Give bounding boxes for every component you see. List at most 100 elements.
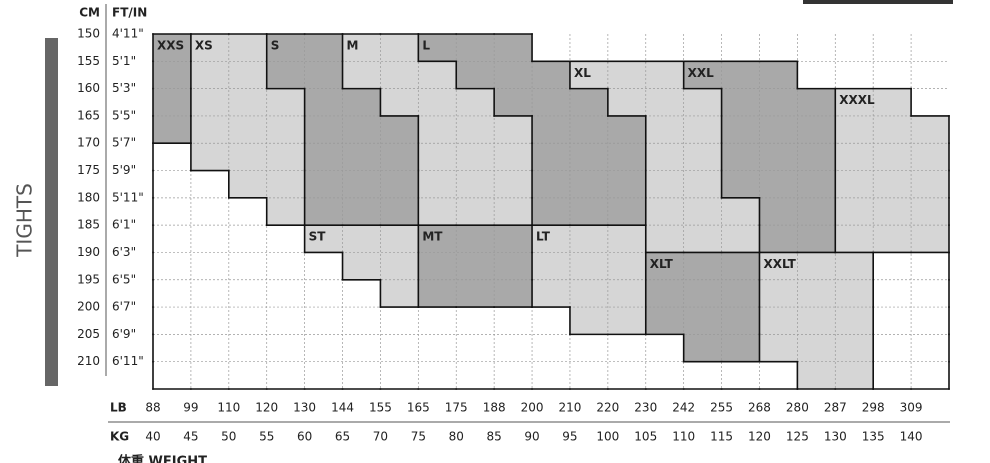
size-label: MT [422,230,443,244]
side-bar [45,38,58,386]
lb-label: 255 [710,401,733,415]
ftin-label: 5'11" [112,190,144,204]
lb-label: 175 [445,401,468,415]
size-region [304,225,344,253]
kg-label: 95 [562,430,577,444]
lb-label: 287 [824,401,847,415]
kg-label: 105 [634,430,657,444]
cm-label: 170 [77,136,100,150]
size-label: L [422,39,430,53]
cm-label: 155 [77,54,100,68]
size-region [569,88,609,226]
size-region [494,34,533,116]
size-region [380,225,419,308]
size-region [569,61,609,89]
lb-label: 130 [293,401,316,415]
size-region [456,88,495,226]
size-region [532,225,571,308]
ftin-label: 6'9" [112,327,136,341]
size-label: XXLT [763,257,796,271]
side-label: TIGHTS [13,183,37,258]
lb-label: 165 [407,401,430,415]
kg-label: 90 [524,430,539,444]
lb-label: 210 [558,401,581,415]
size-region [380,34,419,116]
size-label: XL [574,66,591,80]
kg-label: 70 [373,430,388,444]
lb-label: 144 [331,401,354,415]
lb-header: LB [110,401,127,415]
ftin-label: 6'1" [112,218,136,232]
size-region [418,34,457,62]
kg-label: 115 [710,430,733,444]
lb-label: 200 [521,401,544,415]
ftin-label: 5'3" [112,81,136,95]
ftin-label: 6'3" [112,245,136,259]
cm-label: 185 [77,218,100,232]
cm-label: 210 [77,354,100,368]
kg-label: 120 [748,430,771,444]
size-label: XXS [157,39,184,53]
lb-label: 88 [145,401,160,415]
ftin-label: 5'1" [112,54,136,68]
lb-label: 188 [483,401,506,415]
size-label: XXL [688,66,715,80]
size-region [645,252,685,335]
lb-label: 220 [596,401,619,415]
cm-label: 165 [77,108,100,122]
ftin-label: 5'7" [112,136,136,150]
cm-label: 175 [77,163,100,177]
kg-label: 100 [596,430,619,444]
kg-label: 50 [221,430,236,444]
size-region [759,61,798,253]
size-region [683,61,723,89]
kg-label: 55 [259,430,274,444]
lb-label: 280 [786,401,809,415]
ftin-label: 5'9" [112,163,136,177]
size-label: LT [536,230,551,244]
size-label: M [347,39,359,53]
size-region [266,88,306,226]
kg-label: 45 [183,430,198,444]
weight-label: 体重 WEIGHT [118,454,207,463]
cm-label: 160 [77,81,100,95]
kg-label: 135 [862,430,885,444]
kg-label: 85 [487,430,502,444]
size-region [721,61,760,198]
kg-label: 60 [297,430,312,444]
size-region [494,225,533,308]
ftin-label: 4'11" [112,27,144,41]
size-label: XXXL [839,93,875,107]
size-region [190,34,230,171]
lb-label: 110 [217,401,240,415]
ftin-header: FT/IN [112,6,147,20]
lb-label: 230 [634,401,657,415]
kg-label: 140 [900,430,923,444]
lb-label: 120 [255,401,278,415]
size-label: S [271,39,280,53]
size-region [835,252,874,389]
size-region [304,34,344,226]
kg-label: 80 [449,430,464,444]
size-region [911,115,950,253]
size-region [342,88,381,226]
lb-label: 155 [369,401,392,415]
size-region [645,61,685,253]
top-bar [803,0,953,4]
lb-label: 298 [862,401,885,415]
ftin-label: 6'5" [112,272,136,286]
lb-label: 242 [672,401,695,415]
size-region [418,225,457,308]
ftin-label: 6'7" [112,300,136,314]
ftin-label: 5'5" [112,108,136,122]
cm-label: 150 [77,27,100,41]
kg-label: 110 [672,430,695,444]
kg-label: 125 [786,430,809,444]
size-label: XLT [650,257,674,271]
cm-label: 195 [77,272,100,286]
cm-label: 190 [77,245,100,259]
cm-label: 180 [77,190,100,204]
size-region [228,34,268,198]
kg-label: 40 [145,430,160,444]
